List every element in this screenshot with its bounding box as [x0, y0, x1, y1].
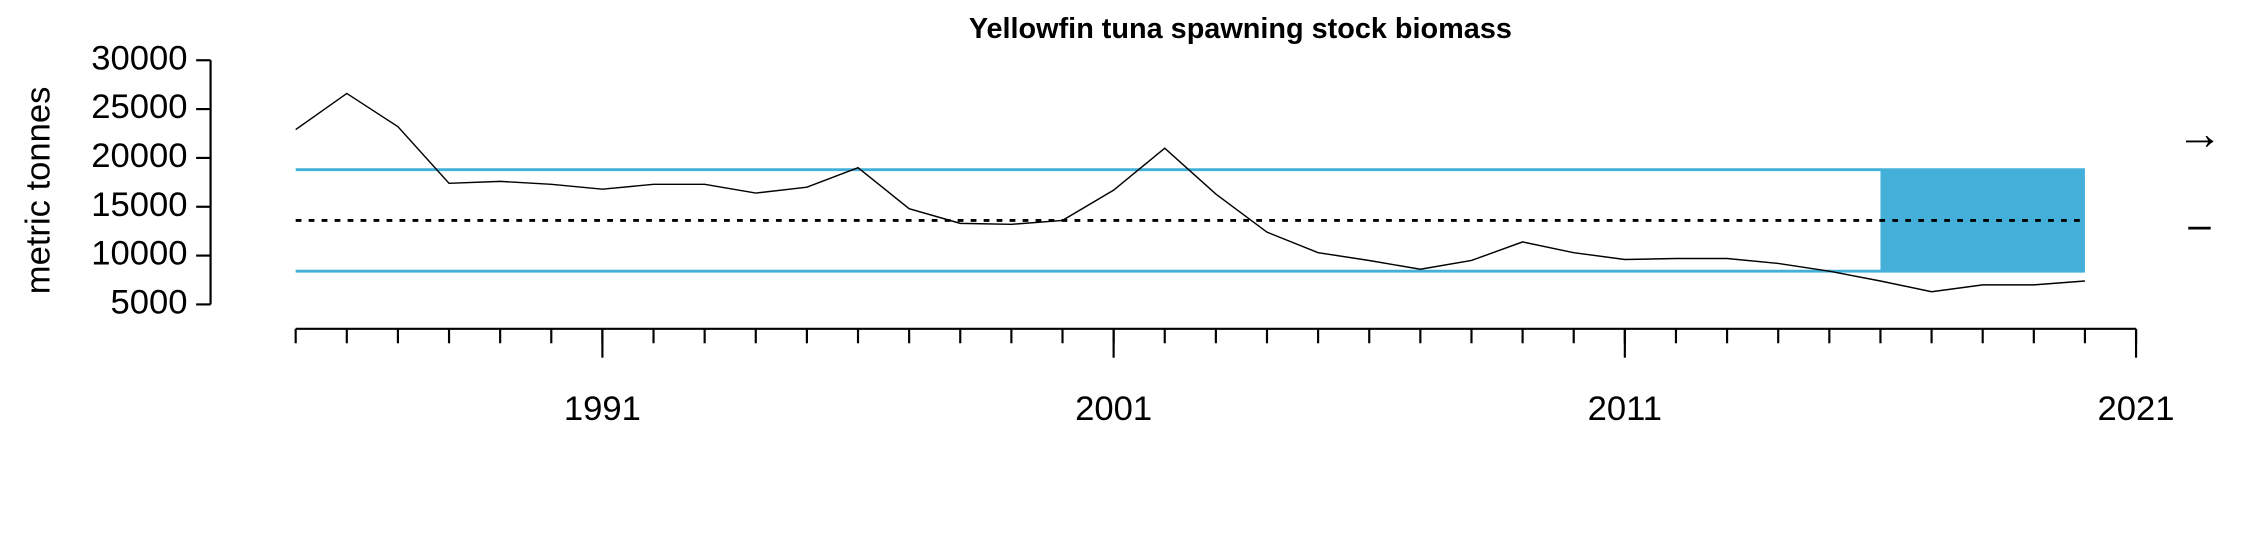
y-tick-label: 30000: [91, 39, 187, 77]
y-tick-label: 10000: [91, 235, 187, 273]
x-tick-label: 1991: [564, 390, 641, 428]
chart-title: Yellowfin tuna spawning stock biomass: [969, 13, 1512, 45]
y-tick-label: 20000: [91, 137, 187, 175]
trend-annotation: →: [2176, 107, 2222, 159]
y-tick-label: 25000: [91, 88, 187, 126]
x-tick-label: 2001: [1075, 390, 1152, 428]
y-tick-label: 5000: [111, 284, 188, 322]
y-axis-label: metric tonnes: [20, 87, 58, 295]
x-tick-label: 2021: [2098, 390, 2175, 428]
shade-box: [1880, 169, 2085, 272]
y-tick-label: 15000: [91, 186, 187, 224]
x-tick-label: 2011: [1588, 390, 1662, 428]
data-line: [295, 92, 2085, 293]
status-annotation: –: [2188, 202, 2211, 248]
